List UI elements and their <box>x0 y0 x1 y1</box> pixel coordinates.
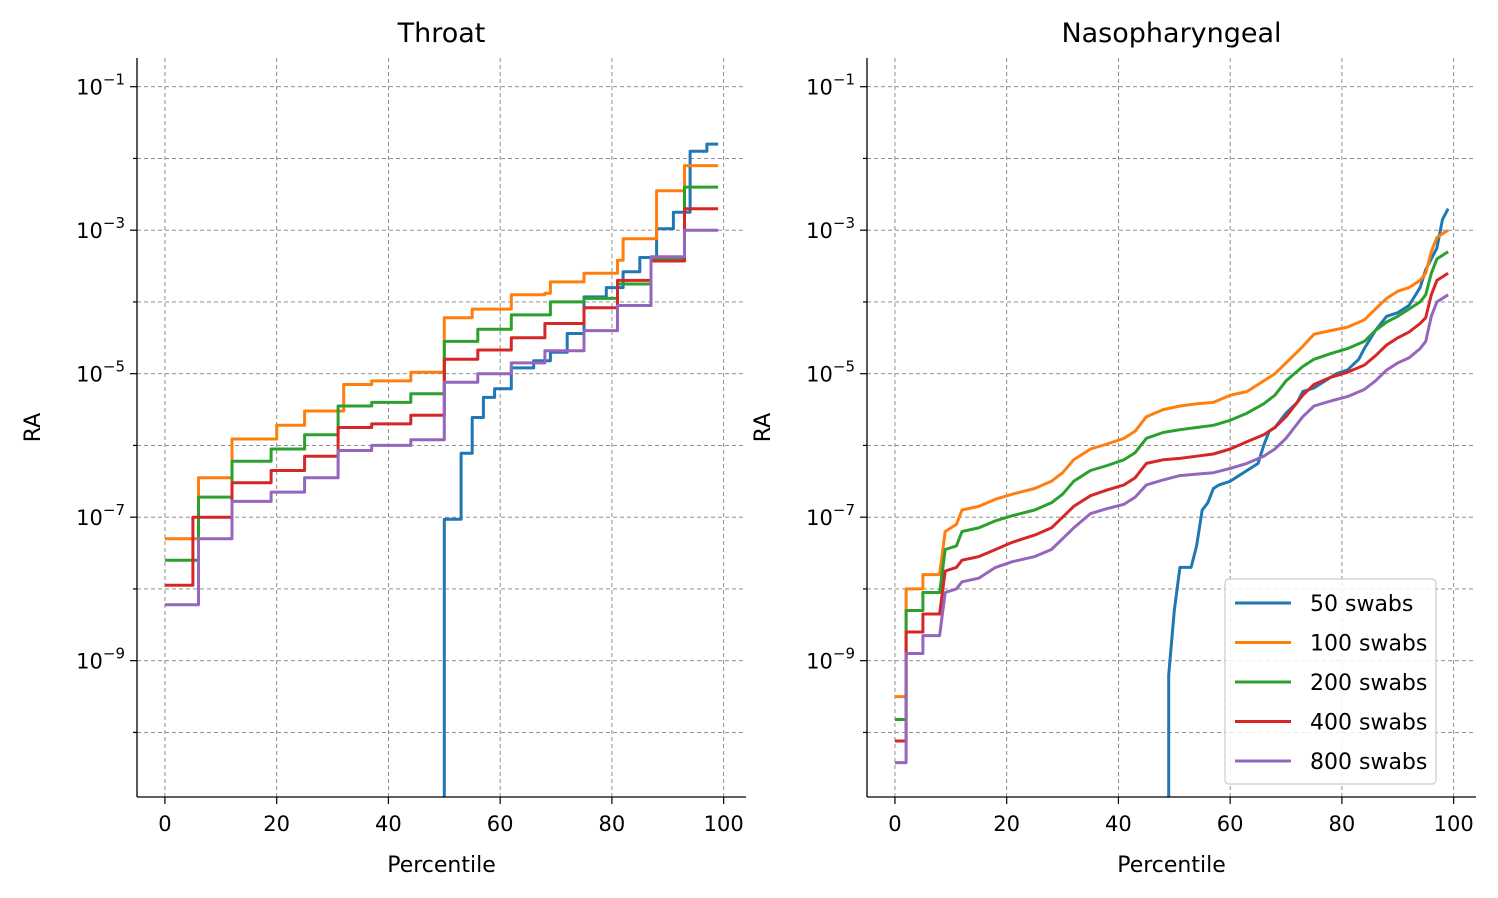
y-tick-label: 10−1 <box>806 71 855 100</box>
y-tick-label: 10−5 <box>806 358 855 387</box>
series-group <box>164 142 719 797</box>
chart-panel-1: 0 20 40 60 80 100 10−1 10−3 10−5 10−7 10−9 Nasophar… <box>751 18 1476 878</box>
y-axis-label: RA <box>751 413 776 442</box>
x-tick-label: 100 <box>704 812 744 836</box>
y-tick-label: 10−9 <box>806 645 855 674</box>
series-group <box>894 208 1450 797</box>
series-line-200-swabs <box>894 250 1449 721</box>
chart-panel-0: 0 20 40 60 80 100 10−1 10−3 10−5 10−7 10−9 Throat Pe… <box>21 18 746 878</box>
chart-title: Nasopharyngeal <box>1061 18 1281 49</box>
y-tick-label: 10−5 <box>76 358 125 387</box>
y-tick-label: 10−3 <box>76 214 125 243</box>
x-tick-label: 60 <box>487 812 514 836</box>
chart-title: Throat <box>397 18 486 49</box>
legend-label: 100 swabs <box>1310 632 1427 657</box>
y-tick-label: 10−9 <box>76 645 125 674</box>
legend-frame <box>1224 578 1437 785</box>
legend-label: 400 swabs <box>1310 711 1427 736</box>
x-tick-label: 20 <box>263 812 290 836</box>
x-tick-label: 60 <box>1217 812 1244 836</box>
series-line-400-swabs <box>894 271 1449 743</box>
legend-label: 800 swabs <box>1310 750 1427 775</box>
x-tick-label: 100 <box>1434 812 1474 836</box>
x-tick-label: 40 <box>1105 812 1132 836</box>
legend-label: 50 swabs <box>1310 592 1413 617</box>
series-line-50-swabs <box>1167 208 1450 797</box>
x-tick-label: 0 <box>888 812 901 836</box>
x-axis-label: Percentile <box>387 853 496 878</box>
series-line-100-swabs <box>894 228 1449 699</box>
y-tick-label: 10−1 <box>76 71 125 100</box>
x-axis-label: Percentile <box>1117 853 1226 878</box>
series-line-800-swabs <box>894 293 1449 765</box>
y-tick-label: 10−7 <box>806 501 855 530</box>
series-line-100-swabs <box>164 164 719 541</box>
x-tick-label: 20 <box>993 812 1020 836</box>
series-line-800-swabs <box>164 228 719 607</box>
y-tick-label: 10−7 <box>76 501 125 530</box>
x-tick-label: 0 <box>158 812 171 836</box>
x-tick-label: 80 <box>599 812 626 836</box>
series-line-50-swabs <box>442 142 719 797</box>
x-tick-label: 80 <box>1329 812 1356 836</box>
y-axis-label: RA <box>21 413 46 442</box>
series-line-400-swabs <box>164 207 719 587</box>
legend: 50 swabs 100 swabs 200 swabs 400 swabs 800 s… <box>1224 578 1437 785</box>
legend-label: 200 swabs <box>1310 671 1427 696</box>
y-tick-label: 10−3 <box>806 214 855 243</box>
x-tick-label: 40 <box>375 812 402 836</box>
